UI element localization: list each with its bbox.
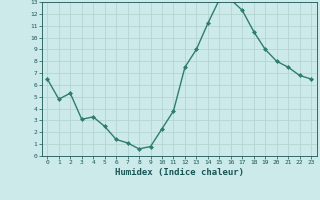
X-axis label: Humidex (Indice chaleur): Humidex (Indice chaleur) [115,168,244,177]
